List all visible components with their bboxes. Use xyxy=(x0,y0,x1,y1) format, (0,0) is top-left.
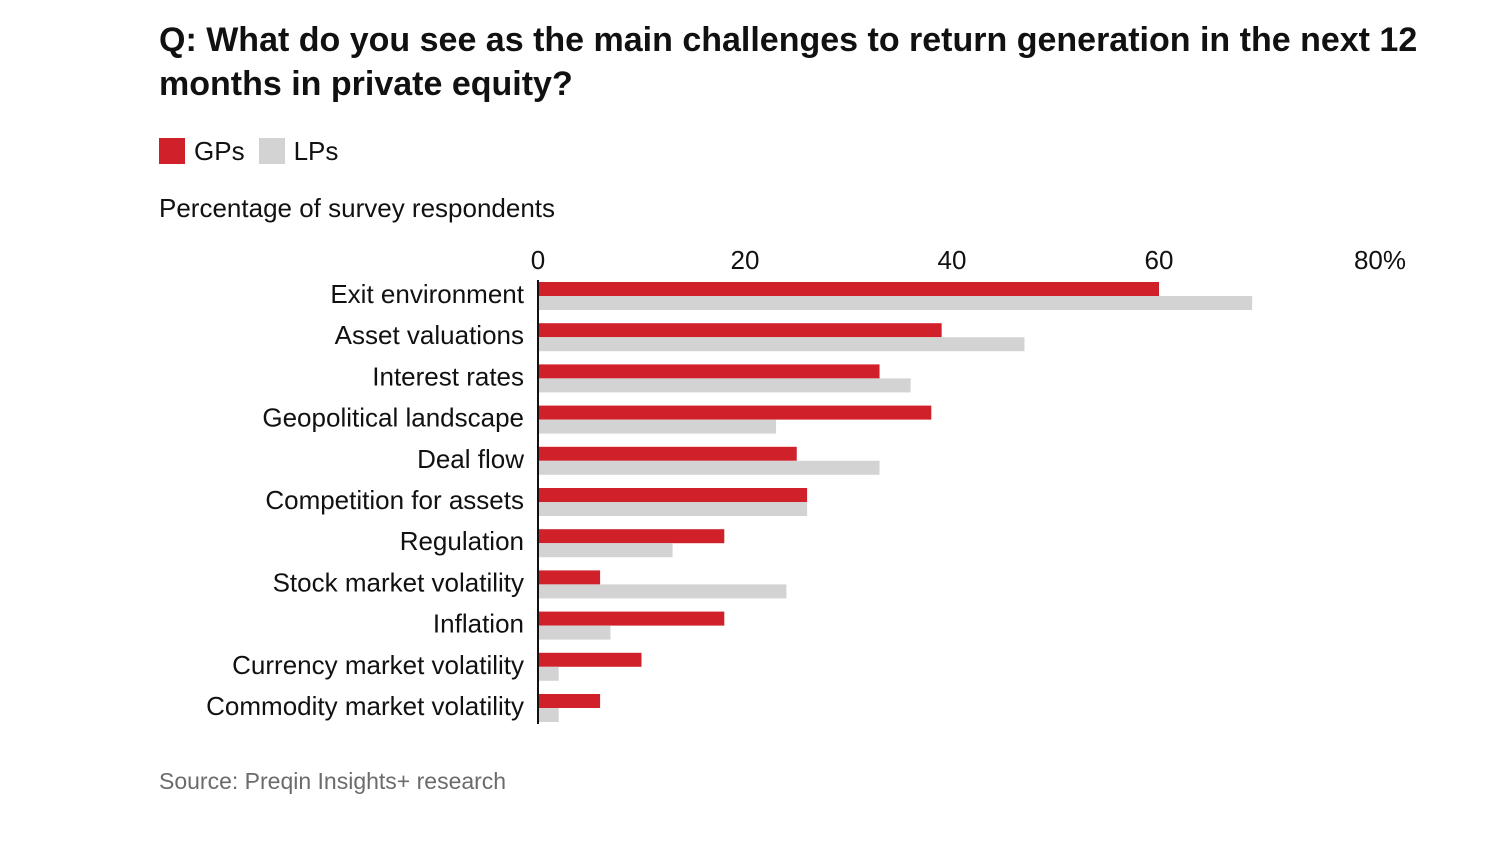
legend-item-lps: LPs xyxy=(258,135,339,167)
bar-gps xyxy=(538,446,797,461)
legend-label-lps: LPs xyxy=(293,135,339,166)
category-label: Commodity market volatility xyxy=(206,691,524,721)
category-label: Deal flow xyxy=(417,444,524,474)
bar-gps xyxy=(538,364,880,379)
category-label: Exit environment xyxy=(330,279,524,309)
x-tick-label: 20 xyxy=(731,245,760,275)
x-tick-label: 60 xyxy=(1145,245,1174,275)
legend-swatch-lps xyxy=(258,138,285,164)
category-label: Asset valuations xyxy=(335,320,524,350)
bar-gps xyxy=(538,323,942,338)
source-note: Source: Preqin Insights+ research xyxy=(159,768,507,794)
category-label: Regulation xyxy=(400,526,524,556)
bar-gps xyxy=(538,611,725,626)
legend: GPs LPs xyxy=(159,136,352,166)
category-label: Stock market volatility xyxy=(273,567,524,597)
category-label: Inflation xyxy=(433,609,524,639)
category-label: Interest rates xyxy=(372,361,524,391)
axis-subtitle: Percentage of survey respondents xyxy=(159,193,556,223)
bar-gps xyxy=(538,529,725,544)
category-label: Competition for assets xyxy=(265,485,524,515)
bar-gps xyxy=(538,405,932,420)
bar-gps xyxy=(538,652,642,667)
x-tick-label: 40 xyxy=(938,245,967,275)
legend-swatch-gps xyxy=(159,138,185,164)
x-tick-label: 80% xyxy=(1354,245,1406,275)
bar-gps xyxy=(538,694,601,708)
bar-lps xyxy=(538,625,611,640)
category-label: Geopolitical landscape xyxy=(262,403,524,433)
bar-lps xyxy=(538,584,787,599)
bar-lps xyxy=(538,296,1253,310)
bar-gps xyxy=(538,488,808,502)
legend-label-gps: GPs xyxy=(194,135,245,166)
chart-title: Q: What do you see as the main challenge… xyxy=(159,21,1418,103)
bar-lps xyxy=(538,378,911,393)
bar-gps xyxy=(538,570,601,585)
bar-gps xyxy=(538,282,1159,296)
x-tick-label: 0 xyxy=(531,245,545,275)
bar-lps xyxy=(538,419,777,434)
bar-lps xyxy=(538,337,1025,352)
legend-item-gps: GPs xyxy=(159,136,245,167)
bar-lps xyxy=(538,502,808,516)
bar-lps xyxy=(538,708,559,722)
bar-lps xyxy=(538,460,880,475)
category-label: Currency market volatility xyxy=(232,650,524,680)
bar-lps xyxy=(538,666,559,681)
bar-lps xyxy=(538,543,673,558)
